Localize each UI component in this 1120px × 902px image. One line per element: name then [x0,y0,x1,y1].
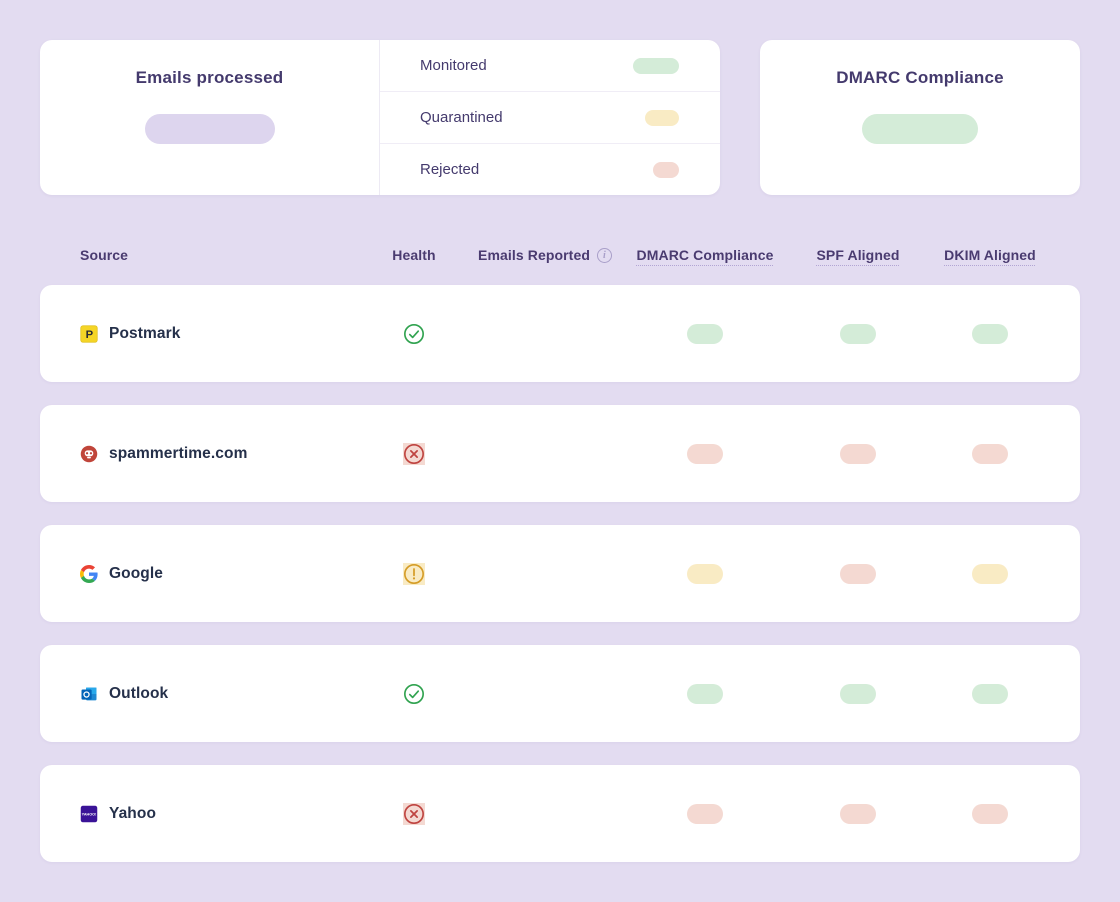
source-name: Outlook [109,684,169,702]
dmarc-compliance-pill [687,803,723,824]
spf-aligned-pill [840,683,876,704]
source-cell: P Postmark [40,325,384,343]
column-header-spf-aligned[interactable]: SPF Aligned [816,247,900,263]
spf-aligned-pill [840,443,876,464]
outlook-logo-icon [80,685,98,703]
dkim-aligned-pill [972,803,1008,824]
dmarc-compliance-pill [687,683,723,704]
column-header-health: Health [392,247,436,263]
breakdown-row-rejected: Rejected [380,144,720,195]
dmarc-compliance-title: DMARC Compliance [836,68,1004,87]
emails-processed-panel: Emails processed [40,40,380,195]
spf-aligned-pill [840,323,876,344]
table-row[interactable]: Google [40,525,1080,622]
breakdown-row-monitored: Monitored [380,40,720,92]
source-name: spammertime.com [109,444,248,462]
yahoo-logo-icon: YAHOO! [80,805,98,823]
rejected-label: Rejected [420,161,480,178]
source-cell: Google [40,564,384,583]
health-status-icon [403,562,425,585]
dkim-aligned-pill [972,323,1008,344]
postmark-logo-icon: P [80,324,98,343]
dkim-aligned-pill [972,443,1008,464]
google-logo-icon [80,564,98,583]
health-status-icon [403,802,425,825]
table-row[interactable]: YAHOO! Yahoo [40,765,1080,862]
emails-processed-title: Emails processed [135,68,284,87]
info-icon[interactable]: i [596,247,612,263]
dmarc-compliance-pill [687,443,723,464]
column-header-source: Source [80,247,129,263]
spf-aligned-pill [840,563,876,584]
health-status-icon [403,323,425,345]
table-header: Source Health Emails Reported i DMARC Co… [40,245,1080,265]
table-row[interactable]: spammertime.com [40,405,1080,502]
table-row[interactable]: Outlook [40,645,1080,742]
breakdown-row-quarantined: Quarantined [380,92,720,144]
emails-processed-card: Emails processed Monitored Quarantined R… [40,40,720,195]
rejected-value-skeleton [653,161,679,178]
source-cell: YAHOO! Yahoo [40,805,384,823]
disposition-breakdown: Monitored Quarantined Rejected [380,40,720,195]
source-cell: Outlook [40,685,384,703]
monitored-value-skeleton [633,57,679,74]
dmarc-compliance-pill [687,563,723,584]
svg-text:P: P [86,329,94,341]
health-status-icon [403,442,425,465]
column-header-dkim-aligned[interactable]: DKIM Aligned [944,247,1036,263]
dmarc-compliance-value-skeleton [862,114,978,144]
emails-processed-value-skeleton [144,114,275,144]
table-row[interactable]: P Postmark [40,285,1080,382]
skull-badge-icon [80,445,98,463]
spf-aligned-pill [840,803,876,824]
column-header-emails-reported: Emails Reported i [444,247,628,263]
dkim-aligned-pill [972,683,1008,704]
source-name: Google [109,564,163,582]
quarantined-label: Quarantined [420,109,503,126]
quarantined-value-skeleton [645,109,679,126]
source-name: Postmark [109,324,181,342]
monitored-label: Monitored [420,57,487,74]
dkim-aligned-pill [972,563,1008,584]
summary-section: Emails processed Monitored Quarantined R… [40,40,1080,195]
emails-reported-label: Emails Reported [478,247,590,263]
column-header-dmarc-compliance[interactable]: DMARC Compliance [636,247,774,263]
dmarc-compliance-card: DMARC Compliance [760,40,1080,195]
svg-text:YAHOO!: YAHOO! [82,812,97,816]
source-name: Yahoo [109,804,157,822]
source-cell: spammertime.com [40,445,384,463]
dmarc-compliance-pill [687,323,723,344]
health-status-icon [403,683,425,705]
